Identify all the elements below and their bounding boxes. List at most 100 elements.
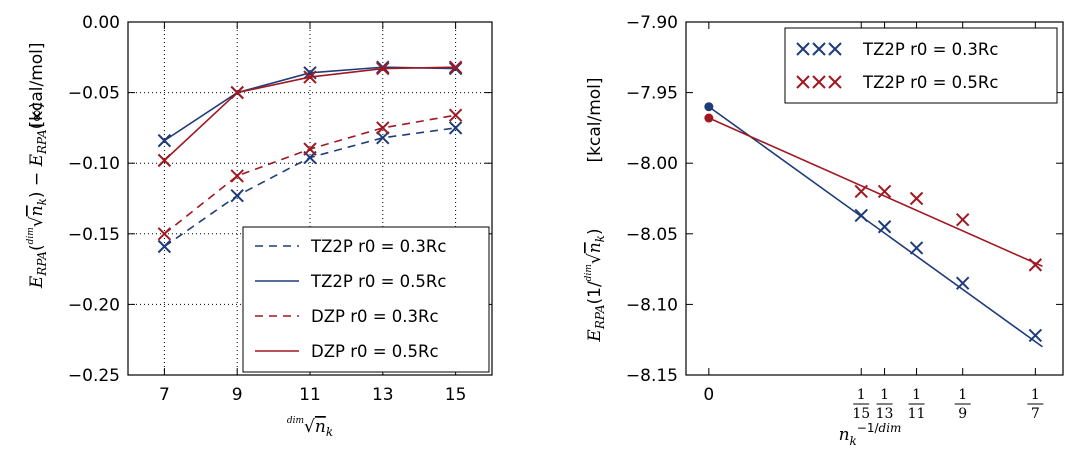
data-point xyxy=(230,169,244,183)
data-point-stroke xyxy=(157,239,172,254)
x-tick-denominator: 9 xyxy=(958,406,967,422)
left-legend: TZ2P r0 = 0.3Rc TZ2P r0 = 0.5Rc DZP r0 = 0… xyxy=(242,226,490,373)
extrapolated-point xyxy=(704,102,714,112)
data-point-stroke xyxy=(1028,258,1043,272)
data-point-stroke xyxy=(955,276,970,290)
fit-line xyxy=(708,117,1043,268)
y-tick-label: 0.00 xyxy=(82,13,120,33)
data-point xyxy=(854,184,868,199)
y-tick-label: −8.05 xyxy=(626,225,678,245)
data-point-stroke xyxy=(877,184,892,199)
y-tick-label: −0.15 xyxy=(68,225,120,245)
data-point-stroke xyxy=(157,153,172,168)
data-point xyxy=(376,61,390,76)
legend-box xyxy=(784,27,1058,104)
data-point xyxy=(303,70,317,84)
data-point-stroke xyxy=(1028,328,1043,343)
legend-marker xyxy=(796,42,810,56)
legend-label: DZP r0 = 0.3Rc xyxy=(311,307,439,326)
data-point xyxy=(376,131,390,145)
left-ylabel: ERPA(dim√nk) − ERPA(∞) xyxy=(26,102,49,289)
y-tick-label: −0.20 xyxy=(68,295,120,315)
data-point-stroke xyxy=(230,85,244,100)
y-tick-label: −0.10 xyxy=(68,154,120,174)
legend-marker xyxy=(828,75,842,89)
data-point-stroke xyxy=(376,121,390,135)
fit-line xyxy=(708,106,1043,348)
y-tick-label: −8.15 xyxy=(626,366,678,386)
data-point xyxy=(448,60,463,74)
data-point xyxy=(909,191,924,206)
extrapolated-point xyxy=(704,113,714,123)
legend-marker xyxy=(796,75,810,89)
x-tick-label: 13 xyxy=(372,385,394,405)
left-xlabel: dim√nk xyxy=(287,416,333,439)
data-point xyxy=(157,153,172,168)
legend-marker-stroke xyxy=(796,75,810,89)
data-point-stroke xyxy=(376,131,390,145)
data-point xyxy=(303,142,317,156)
left-plot: 7 9 11 13 15 0.00 −0.05 −0.10 −0.15 −0.20 −0.25 TZ2… xyxy=(68,13,493,405)
data-point xyxy=(157,133,172,148)
y-tick-label: −0.25 xyxy=(68,366,120,386)
y-tick-label: −8.00 xyxy=(626,154,678,174)
x-tick-denominator: 11 xyxy=(908,406,926,422)
data-point-stroke xyxy=(303,70,317,84)
data-point-stroke xyxy=(877,220,892,234)
legend-marker xyxy=(812,75,826,89)
y-tick-label: −7.95 xyxy=(626,84,678,104)
data-point xyxy=(1028,328,1043,343)
x-tick-label: 9 xyxy=(232,385,243,405)
data-point xyxy=(877,220,892,234)
data-point-stroke xyxy=(854,208,868,223)
right-ylabel: ERPA(1/dim√nk) xyxy=(584,228,607,342)
x-tick-denominator: 15 xyxy=(852,406,870,422)
y-tick-label: −8.10 xyxy=(626,295,678,315)
x-tick-label: 15 xyxy=(445,385,467,405)
data-point xyxy=(157,227,172,241)
data-point xyxy=(448,108,463,122)
data-point xyxy=(877,184,892,199)
x-tick-numerator: 1 xyxy=(958,387,967,403)
legend-label: TZ2P r0 = 0.3Rc xyxy=(862,40,998,59)
legend-label: DZP r0 = 0.5Rc xyxy=(311,342,439,361)
data-point-stroke xyxy=(448,60,463,74)
legend-box xyxy=(242,226,490,373)
data-point xyxy=(157,239,172,254)
right-legend: TZ2P r0 = 0.3Rc TZ2P r0 = 0.5Rc xyxy=(784,27,1058,104)
data-point-stroke xyxy=(303,66,317,80)
data-point xyxy=(1028,258,1043,272)
legend-marker xyxy=(828,42,842,56)
x-tick-numerator: 1 xyxy=(1031,387,1040,403)
legend-label: TZ2P r0 = 0.5Rc xyxy=(862,73,998,92)
data-point xyxy=(955,276,970,290)
legend-marker-stroke xyxy=(828,75,842,89)
data-point xyxy=(854,208,868,223)
data-point xyxy=(230,188,244,203)
data-point-stroke xyxy=(303,142,317,156)
data-point-stroke xyxy=(157,133,172,148)
x-tick-denominator: 7 xyxy=(1031,406,1040,422)
right-plot: −7.90−7.95−8.00−8.05−8.10−8.150 115113111… xyxy=(626,13,1064,422)
x-tick-numerator: 1 xyxy=(912,387,921,403)
data-point-stroke xyxy=(854,184,868,199)
data-point-stroke xyxy=(376,61,390,76)
data-point xyxy=(448,121,463,135)
legend-label: TZ2P r0 = 0.5Rc xyxy=(310,272,446,291)
legend-marker-stroke xyxy=(796,42,810,56)
legend-label: TZ2P r0 = 0.3Rc xyxy=(310,237,446,256)
y-tick-label: −7.90 xyxy=(626,13,678,33)
legend-marker xyxy=(812,42,826,56)
right-xlabel: nk−1/dim xyxy=(839,421,902,448)
data-point xyxy=(955,212,970,227)
x-tick-label: 0 xyxy=(703,385,714,405)
x-tick-denominator: 13 xyxy=(876,406,894,422)
data-point-stroke xyxy=(157,227,172,241)
legend-marker-stroke xyxy=(812,42,826,56)
data-point xyxy=(376,121,390,135)
x-tick-numerator: 1 xyxy=(880,387,889,403)
data-point-stroke xyxy=(448,121,463,135)
data-point-stroke xyxy=(955,212,970,227)
y-tick-label: −0.05 xyxy=(68,84,120,104)
